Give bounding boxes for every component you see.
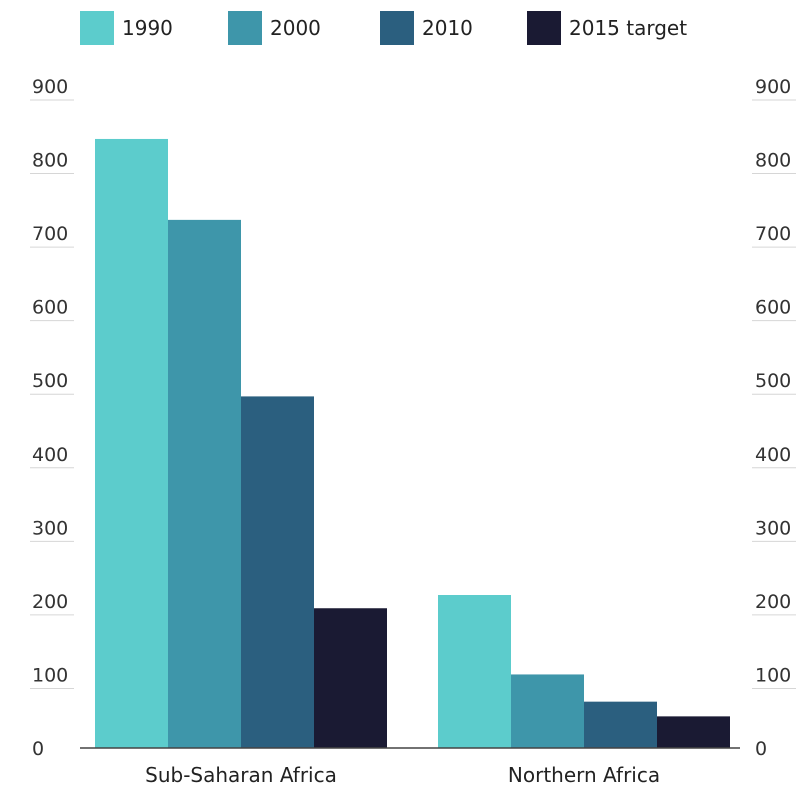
y-tick-label-right: 700 bbox=[755, 223, 791, 245]
x-category-label: Sub-Saharan Africa bbox=[145, 763, 337, 787]
y-tick-label-left: 900 bbox=[32, 76, 68, 98]
y-tick-label-right: 400 bbox=[755, 444, 791, 466]
left-y-axis: 0 100 200 300 400 500 600 700 800 900 bbox=[30, 76, 74, 760]
bar-sub-saharan-africa-1990 bbox=[95, 138, 168, 748]
y-tick-label-left: 0 bbox=[32, 738, 44, 760]
y-tick-label-left: 600 bbox=[32, 297, 68, 319]
bar-sub-saharan-africa-2000 bbox=[168, 219, 241, 749]
y-tick-label-left: 400 bbox=[32, 444, 68, 466]
y-tick-label-right: 900 bbox=[755, 76, 791, 98]
y-tick-label-left: 100 bbox=[32, 664, 68, 686]
legend-swatch bbox=[527, 11, 561, 45]
x-category-label: Northern Africa bbox=[508, 763, 660, 787]
x-axis-categories: Sub-Saharan Africa Northern Africa bbox=[145, 763, 660, 787]
bar-sub-saharan-africa-2010 bbox=[241, 396, 314, 748]
legend: 1990 2000 2010 2015 target bbox=[80, 11, 687, 45]
y-tick-label-right: 100 bbox=[755, 664, 791, 686]
y-tick-label-left: 200 bbox=[32, 591, 68, 613]
bar-northern-africa-2015-target bbox=[657, 716, 730, 748]
legend-swatch bbox=[80, 11, 114, 45]
y-tick-label-left: 800 bbox=[32, 150, 68, 172]
y-tick-label-right: 200 bbox=[755, 591, 791, 613]
legend-label: 2010 bbox=[422, 16, 473, 40]
legend-item: 2015 target bbox=[527, 11, 687, 45]
right-y-axis: 0 100 200 300 400 500 600 700 800 900 bbox=[752, 76, 796, 760]
bar-sub-saharan-africa-2015-target bbox=[314, 608, 387, 748]
y-tick-label-left: 300 bbox=[32, 517, 68, 539]
legend-item: 1990 bbox=[80, 11, 173, 45]
legend-label: 2015 target bbox=[569, 16, 687, 40]
legend-swatch bbox=[380, 11, 414, 45]
bar-northern-africa-2000 bbox=[511, 674, 584, 748]
legend-label: 1990 bbox=[122, 16, 173, 40]
legend-item: 2000 bbox=[228, 11, 321, 45]
y-tick-label-right: 600 bbox=[755, 297, 791, 319]
y-tick-label-right: 800 bbox=[755, 150, 791, 172]
y-tick-label-left: 700 bbox=[32, 223, 68, 245]
bar-northern-africa-1990 bbox=[438, 595, 511, 748]
legend-swatch bbox=[228, 11, 262, 45]
y-tick-label-left: 500 bbox=[32, 370, 68, 392]
legend-label: 2000 bbox=[270, 16, 321, 40]
y-tick-label-right: 500 bbox=[755, 370, 791, 392]
y-tick-label-right: 300 bbox=[755, 517, 791, 539]
y-tick-label-right: 0 bbox=[755, 738, 767, 760]
legend-item: 2010 bbox=[380, 11, 473, 45]
bars bbox=[95, 138, 730, 749]
bar-northern-africa-2010 bbox=[584, 701, 657, 748]
